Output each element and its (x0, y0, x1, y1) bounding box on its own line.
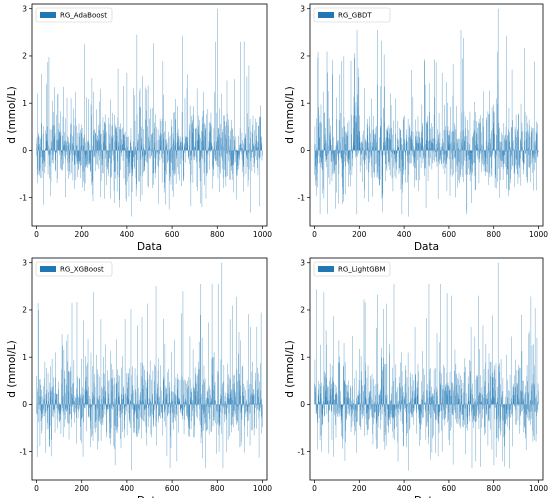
x-tick-label: 1000 (253, 230, 272, 239)
x-tick-label: 800 (487, 230, 502, 239)
legend-swatch (318, 12, 334, 18)
y-tick-label: -1 (298, 193, 306, 202)
y-axis-label: d (mmol/L) (284, 340, 296, 397)
chart-panel-3: 0 200 400 600 800 1000 -1 0 1 2 3 Data d (mmol/L) RG_… (6, 257, 272, 498)
y-tick-label: 0 (300, 400, 305, 409)
y-tick-label: 3 (22, 4, 27, 13)
y-tick-label: 1 (300, 99, 305, 108)
plot-frame (31, 3, 268, 227)
y-tick-label: 3 (300, 258, 305, 267)
x-tick-label: 0 (34, 484, 39, 493)
legend-swatch (40, 12, 56, 18)
data-bars (314, 262, 539, 471)
y-axis-label: d (mmol/L) (284, 86, 296, 143)
chart-panel-1: 0 200 400 600 800 1000 -1 0 1 2 3 Data d (mmol/L) RG_… (6, 3, 272, 253)
legend-swatch (318, 266, 334, 272)
x-tick-label: 400 (120, 484, 135, 493)
chart-panel-4: 0 200 400 600 800 1000 -1 0 1 2 3 Data d (mmol/L) RG_… (284, 257, 548, 498)
data-bars (36, 262, 263, 471)
x-tick-label: 200 (352, 484, 367, 493)
x-tick-label: 1000 (253, 484, 272, 493)
y-tick-label: 2 (300, 52, 305, 61)
legend-box (35, 261, 113, 277)
x-tick-label: 400 (397, 484, 412, 493)
y-tick-label: 3 (300, 4, 305, 13)
y-tick-label: 1 (22, 99, 27, 108)
x-tick-label: 400 (397, 230, 412, 239)
legend-swatch (40, 266, 56, 272)
x-axis-label: Data (137, 241, 162, 253)
x-tick-label: 600 (165, 484, 180, 493)
x-tick-label: 200 (75, 484, 90, 493)
y-tick-label: 2 (22, 52, 27, 61)
legend-label: RG_LightGBM (338, 266, 386, 274)
y-axis-label: d (mmol/L) (6, 86, 18, 143)
legend-box (313, 7, 391, 23)
x-tick-label: 200 (352, 230, 367, 239)
y-tick-label: 1 (22, 353, 27, 362)
plot-frame (309, 257, 544, 481)
y-tick-label: -1 (20, 447, 28, 456)
legend-box (35, 7, 113, 23)
x-axis-label: Data (137, 495, 162, 498)
x-tick-label: 600 (442, 230, 457, 239)
x-tick-label: 800 (487, 484, 502, 493)
legend: RG_AdaBoost (35, 7, 113, 23)
y-tick-label: 2 (22, 306, 27, 315)
y-tick-label: 0 (22, 400, 27, 409)
y-tick-label: 3 (22, 258, 27, 267)
legend-label: RG_AdaBoost (60, 12, 107, 20)
legend-box (313, 261, 391, 277)
x-tick-label: 800 (210, 230, 225, 239)
y-tick-label: 2 (300, 306, 305, 315)
legend: RG_LightGBM (313, 261, 391, 277)
plot-frame (31, 257, 268, 481)
legend-label: RG_GBDT (338, 12, 372, 20)
data-bars (314, 8, 539, 217)
legend: RG_XGBoost (35, 261, 113, 277)
x-tick-label: 800 (210, 484, 225, 493)
y-tick-label: 1 (300, 353, 305, 362)
x-tick-label: 200 (75, 230, 90, 239)
y-tick-label: -1 (298, 447, 306, 456)
plot-frame (309, 3, 544, 227)
chart-panel-2: 0 200 400 600 800 1000 -1 0 1 2 3 Data d (mmol/L) RG_… (284, 3, 548, 253)
x-axis-label: Data (414, 495, 439, 498)
x-tick-label: 600 (442, 484, 457, 493)
y-axis-label: d (mmol/L) (6, 340, 18, 397)
x-tick-label: 0 (34, 230, 39, 239)
y-tick-label: 0 (300, 146, 305, 155)
x-tick-label: 0 (312, 230, 317, 239)
legend-label: RG_XGBoost (60, 266, 104, 274)
legend: RG_GBDT (313, 7, 391, 23)
data-bars (36, 8, 263, 217)
x-axis-label: Data (414, 241, 439, 253)
x-tick-label: 400 (120, 230, 135, 239)
x-tick-label: 1000 (529, 230, 548, 239)
y-tick-label: -1 (20, 193, 28, 202)
y-tick-label: 0 (22, 146, 27, 155)
x-tick-label: 0 (312, 484, 317, 493)
x-tick-label: 600 (165, 230, 180, 239)
x-tick-label: 1000 (529, 484, 548, 493)
